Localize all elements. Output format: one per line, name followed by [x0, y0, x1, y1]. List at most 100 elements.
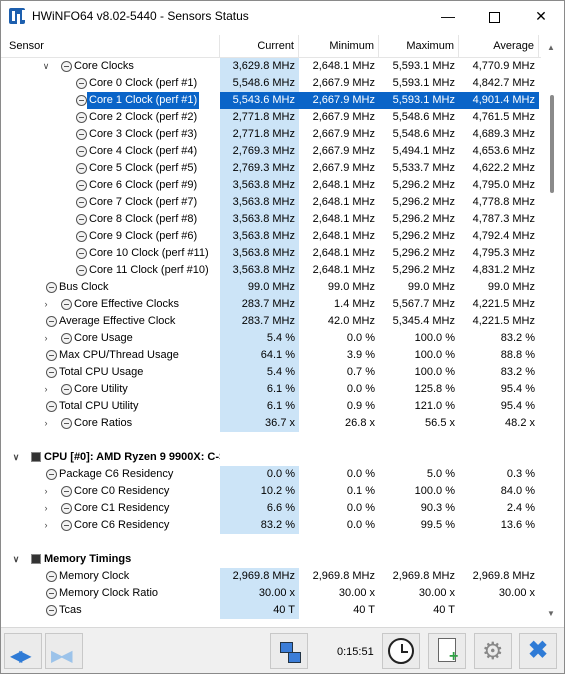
- sensor-row[interactable]: Package C6 Residency 0.0 % 0.0 % 5.0 % 0.3 %: [1, 466, 541, 483]
- close-icon: ✕: [535, 8, 547, 24]
- sensor-row[interactable]: Core 10 Clock (perf #11) 3,563.8 MHz 2,648…: [1, 245, 541, 262]
- sensor-row[interactable]: › Core C0 Residency 10.2 % 0.1 % 100.0 % 84.0…: [1, 483, 541, 500]
- sensor-row[interactable]: Tcas 40 T 40 T 40 T: [1, 602, 541, 619]
- column-header-maximum[interactable]: Maximum: [379, 35, 459, 57]
- current-value: 2,969.8 MHz: [220, 568, 299, 585]
- expand-chevron-icon[interactable]: ›: [44, 520, 48, 530]
- expand-chevron-icon[interactable]: ›: [44, 418, 48, 428]
- sensor-row[interactable]: Average Effective Clock 283.7 MHz 42.0 MHz…: [1, 313, 541, 330]
- column-header-sensor[interactable]: Sensor: [1, 35, 220, 57]
- sensor-row[interactable]: Core 8 Clock (perf #8) 3,563.8 MHz 2,648.1…: [1, 211, 541, 228]
- scroll-down-icon[interactable]: ▼: [547, 609, 555, 618]
- sensor-row[interactable]: Core 0 Clock (perf #1) 5,548.6 MHz 2,667.9…: [1, 75, 541, 92]
- expand-chevron-icon[interactable]: ›: [44, 486, 48, 496]
- navigate-button[interactable]: ◀▶: [4, 633, 42, 669]
- collapse-chevron-icon[interactable]: ∨: [12, 452, 20, 462]
- reset-timer-button[interactable]: [382, 633, 420, 669]
- sensor-row[interactable]: Core 4 Clock (perf #4) 2,769.3 MHz 2,667.9…: [1, 143, 541, 160]
- sensor-row[interactable]: Memory Clock Ratio 30.00 x 30.00 x 30.00 x 3…: [1, 585, 541, 602]
- sensor-row[interactable]: › Core Effective Clocks 283.7 MHz 1.4 MHz 5,…: [1, 296, 541, 313]
- minimum-value: 2,648.1 MHz: [312, 230, 375, 242]
- sensor-name-cell: ∨ Memory Timings: [1, 551, 220, 568]
- collapse-chevron-icon[interactable]: ∨: [12, 554, 20, 564]
- sensor-label: Core 2 Clock (perf #2): [89, 111, 198, 123]
- close-button[interactable]: ✖: [519, 633, 557, 669]
- sensor-group-row[interactable]: ∨ CPU [#0]: AMD Ryzen 9 9900X: C-State Re…: [1, 449, 541, 466]
- sensor-label: Core 7 Clock (perf #7): [89, 196, 198, 208]
- sensor-row[interactable]: › Core Usage 5.4 % 0.0 % 100.0 % 83.2 %: [1, 330, 541, 347]
- sensor-name-cell: Core 6 Clock (perf #9): [1, 177, 220, 194]
- column-header-average[interactable]: Average: [459, 35, 539, 57]
- logging-button[interactable]: [428, 633, 466, 669]
- sensor-row[interactable]: Max CPU/Thread Usage 64.1 % 3.9 % 100.0 % 88…: [1, 347, 541, 364]
- expand-chevron-icon[interactable]: ›: [44, 384, 48, 394]
- sensor-name-cell: › Core C6 Residency: [1, 517, 220, 534]
- sensor-icon: [46, 571, 57, 582]
- average-value: 84.0 %: [500, 485, 535, 497]
- scrollbar-thumb[interactable]: [550, 95, 554, 193]
- column-header-minimum[interactable]: Minimum: [299, 35, 379, 57]
- sensor-row[interactable]: Core 1 Clock (perf #1) 5,543.6 MHz 2,667.9…: [1, 92, 541, 109]
- sensor-row[interactable]: Core 2 Clock (perf #2) 2,771.8 MHz 2,667.9…: [1, 109, 541, 126]
- sensor-icon: [76, 231, 87, 242]
- sensor-name-cell: ∨ CPU [#0]: AMD Ryzen 9 9900X: C-State Re…: [1, 449, 220, 466]
- sensor-row[interactable]: Bus Clock 99.0 MHz 99.0 MHz 99.0 MHz 99.0 MH…: [1, 279, 541, 296]
- minimum-value: 0.9 %: [346, 400, 375, 412]
- sensor-row[interactable]: ∨ Core Clocks 3,629.8 MHz 2,648.1 MHz 5,593.…: [1, 58, 541, 75]
- sensor-row[interactable]: Core 3 Clock (perf #3) 2,771.8 MHz 2,667.9…: [1, 126, 541, 143]
- left-right-arrows-icon: ◀▶: [10, 648, 32, 665]
- navigate-next-button[interactable]: ▶◀: [45, 633, 83, 669]
- sensor-row[interactable]: › Core C1 Residency 6.6 % 0.0 % 90.3 % 2.4 %: [1, 500, 541, 517]
- sensor-row[interactable]: Core 5 Clock (perf #5) 2,769.3 MHz 2,667.9…: [1, 160, 541, 177]
- settings-button[interactable]: ⚙: [474, 633, 512, 669]
- maximize-button[interactable]: [471, 1, 517, 31]
- current-value: 6.6 %: [220, 500, 299, 517]
- minimize-button[interactable]: —: [425, 1, 471, 31]
- column-header-current[interactable]: Current: [220, 35, 299, 57]
- maximum-value: 100.0 %: [414, 332, 455, 344]
- sensor-row[interactable]: › Core Ratios 36.7 x 26.8 x 56.5 x 48.2 x: [1, 415, 541, 432]
- sensor-row[interactable]: Total CPU Usage 5.4 % 0.7 % 100.0 % 83.2 %: [1, 364, 541, 381]
- sensor-group-row[interactable]: ∨ Memory Timings: [1, 551, 541, 568]
- sensor-row[interactable]: Total CPU Utility 6.1 % 0.9 % 121.0 % 95.4 %: [1, 398, 541, 415]
- sensor-icon: [46, 588, 57, 599]
- maximum-value: 5,494.1 MHz: [392, 145, 455, 157]
- expand-chevron-icon[interactable]: ›: [44, 503, 48, 513]
- sensor-icon: [46, 350, 57, 361]
- sensor-row[interactable]: › Core Utility 6.1 % 0.0 % 125.8 % 95.4 %: [1, 381, 541, 398]
- chip-icon: [31, 452, 41, 462]
- average-value: 83.2 %: [500, 332, 535, 344]
- scroll-up-icon[interactable]: ▲: [547, 43, 555, 52]
- current-value: 40 T: [220, 602, 299, 619]
- sensor-icon: [46, 401, 57, 412]
- title-bar[interactable]: HWiNFO64 v8.02-5440 - Sensors Status — ✕: [1, 1, 564, 31]
- collapse-chevron-icon[interactable]: ∨: [42, 61, 50, 71]
- sensor-icon: [76, 129, 87, 140]
- sensor-rows: ∨ Core Clocks 3,629.8 MHz 2,648.1 MHz 5,593.…: [1, 58, 541, 619]
- sensor-table[interactable]: Sensor Current Minimum Maximum Average ∨…: [1, 35, 541, 622]
- sensor-label: Core 10 Clock (perf #11): [89, 247, 209, 259]
- sensor-row[interactable]: Core 7 Clock (perf #7) 3,563.8 MHz 2,648.1…: [1, 194, 541, 211]
- sensor-row[interactable]: Core 11 Clock (perf #10) 3,563.8 MHz 2,648…: [1, 262, 541, 279]
- average-value: 4,761.5 MHz: [472, 111, 535, 123]
- expand-chevron-icon[interactable]: ›: [44, 299, 48, 309]
- sensor-row[interactable]: Core 6 Clock (perf #9) 3,563.8 MHz 2,648.1…: [1, 177, 541, 194]
- sensor-label: Core 11 Clock (perf #10): [89, 264, 209, 276]
- sensor-row[interactable]: Memory Clock 2,969.8 MHz 2,969.8 MHz 2,969.…: [1, 568, 541, 585]
- sensor-label: Core 3 Clock (perf #3): [89, 128, 198, 140]
- sensor-label: Core C6 Residency: [74, 519, 170, 531]
- current-value: 2,769.3 MHz: [220, 160, 299, 177]
- expand-chevron-icon[interactable]: ›: [44, 333, 48, 343]
- sensor-name-cell: Core 9 Clock (perf #6): [1, 228, 220, 245]
- network-button[interactable]: [270, 633, 308, 669]
- sensor-icon: [61, 503, 72, 514]
- current-value: 5,548.6 MHz: [220, 75, 299, 92]
- vertical-scrollbar[interactable]: ▲ ▼: [543, 35, 561, 622]
- close-window-button[interactable]: ✕: [518, 1, 564, 31]
- sensor-row[interactable]: Core 9 Clock (perf #6) 3,563.8 MHz 2,648.1…: [1, 228, 541, 245]
- minimum-value: 0.0 %: [346, 502, 375, 514]
- sensor-icon: [61, 333, 72, 344]
- average-value: 48.2 x: [505, 417, 535, 429]
- sensor-row[interactable]: › Core C6 Residency 83.2 % 0.0 % 99.5 % 13.6 …: [1, 517, 541, 534]
